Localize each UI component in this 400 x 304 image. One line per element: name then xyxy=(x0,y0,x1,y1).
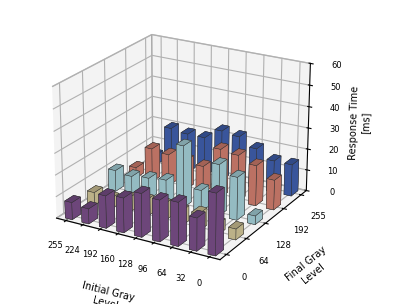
X-axis label: Initial Gray
Level: Initial Gray Level xyxy=(78,280,136,304)
Y-axis label: Final Gray
Level: Final Gray Level xyxy=(284,245,336,292)
